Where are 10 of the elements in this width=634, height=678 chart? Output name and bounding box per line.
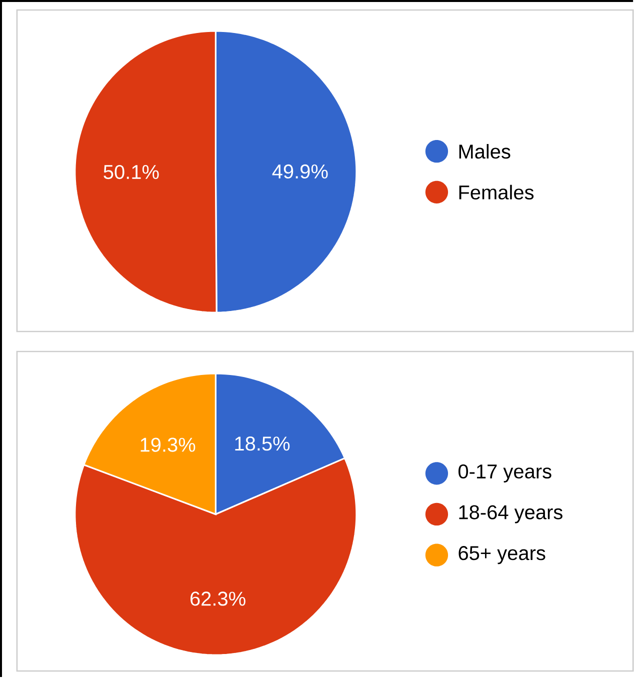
legend-label: Males	[459, 144, 510, 159]
data-label: 50.1%	[104, 164, 159, 180]
data-label: 19.3%	[140, 438, 196, 452]
legend-label: 0-17 years	[458, 464, 552, 482]
legend-label: 18-64 years	[459, 505, 562, 524]
data-label: 18.5%	[235, 436, 290, 451]
data-label: 62.3%	[190, 592, 246, 606]
legend-label: Females	[459, 184, 534, 200]
data-label: 49.9%	[272, 164, 328, 179]
legend-label: 65+ years	[458, 546, 546, 564]
